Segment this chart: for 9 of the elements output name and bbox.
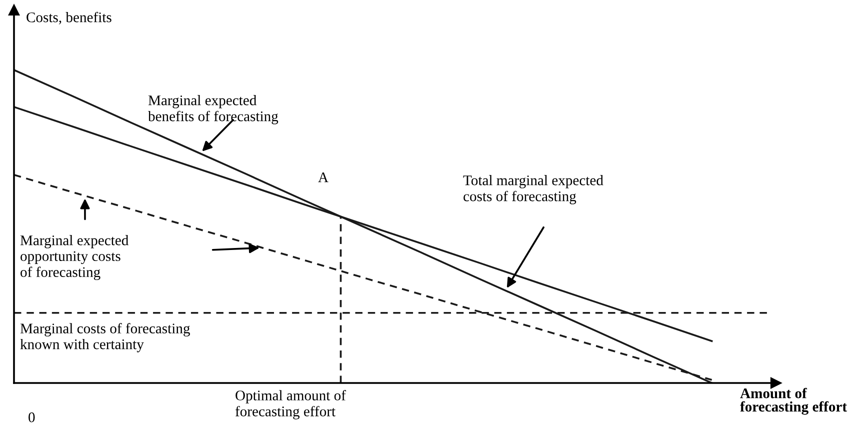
x-axis-title: Amount of forecasting effort xyxy=(740,388,847,415)
text: 0 xyxy=(28,412,35,422)
y-axis-title: Costs, benefits xyxy=(26,12,112,24)
annotation: Marginal costs of forecasting known with certainty xyxy=(20,323,190,352)
text: Optimal amount of forecasting effort xyxy=(235,390,346,420)
annotation: A xyxy=(318,172,328,182)
annotation: Marginal expected benefits of forecasting xyxy=(148,95,278,124)
annotation: Total marginal expected costs of forecasting xyxy=(463,175,604,204)
annotation: Marginal expected opportunity costs of forecasting xyxy=(20,235,128,280)
